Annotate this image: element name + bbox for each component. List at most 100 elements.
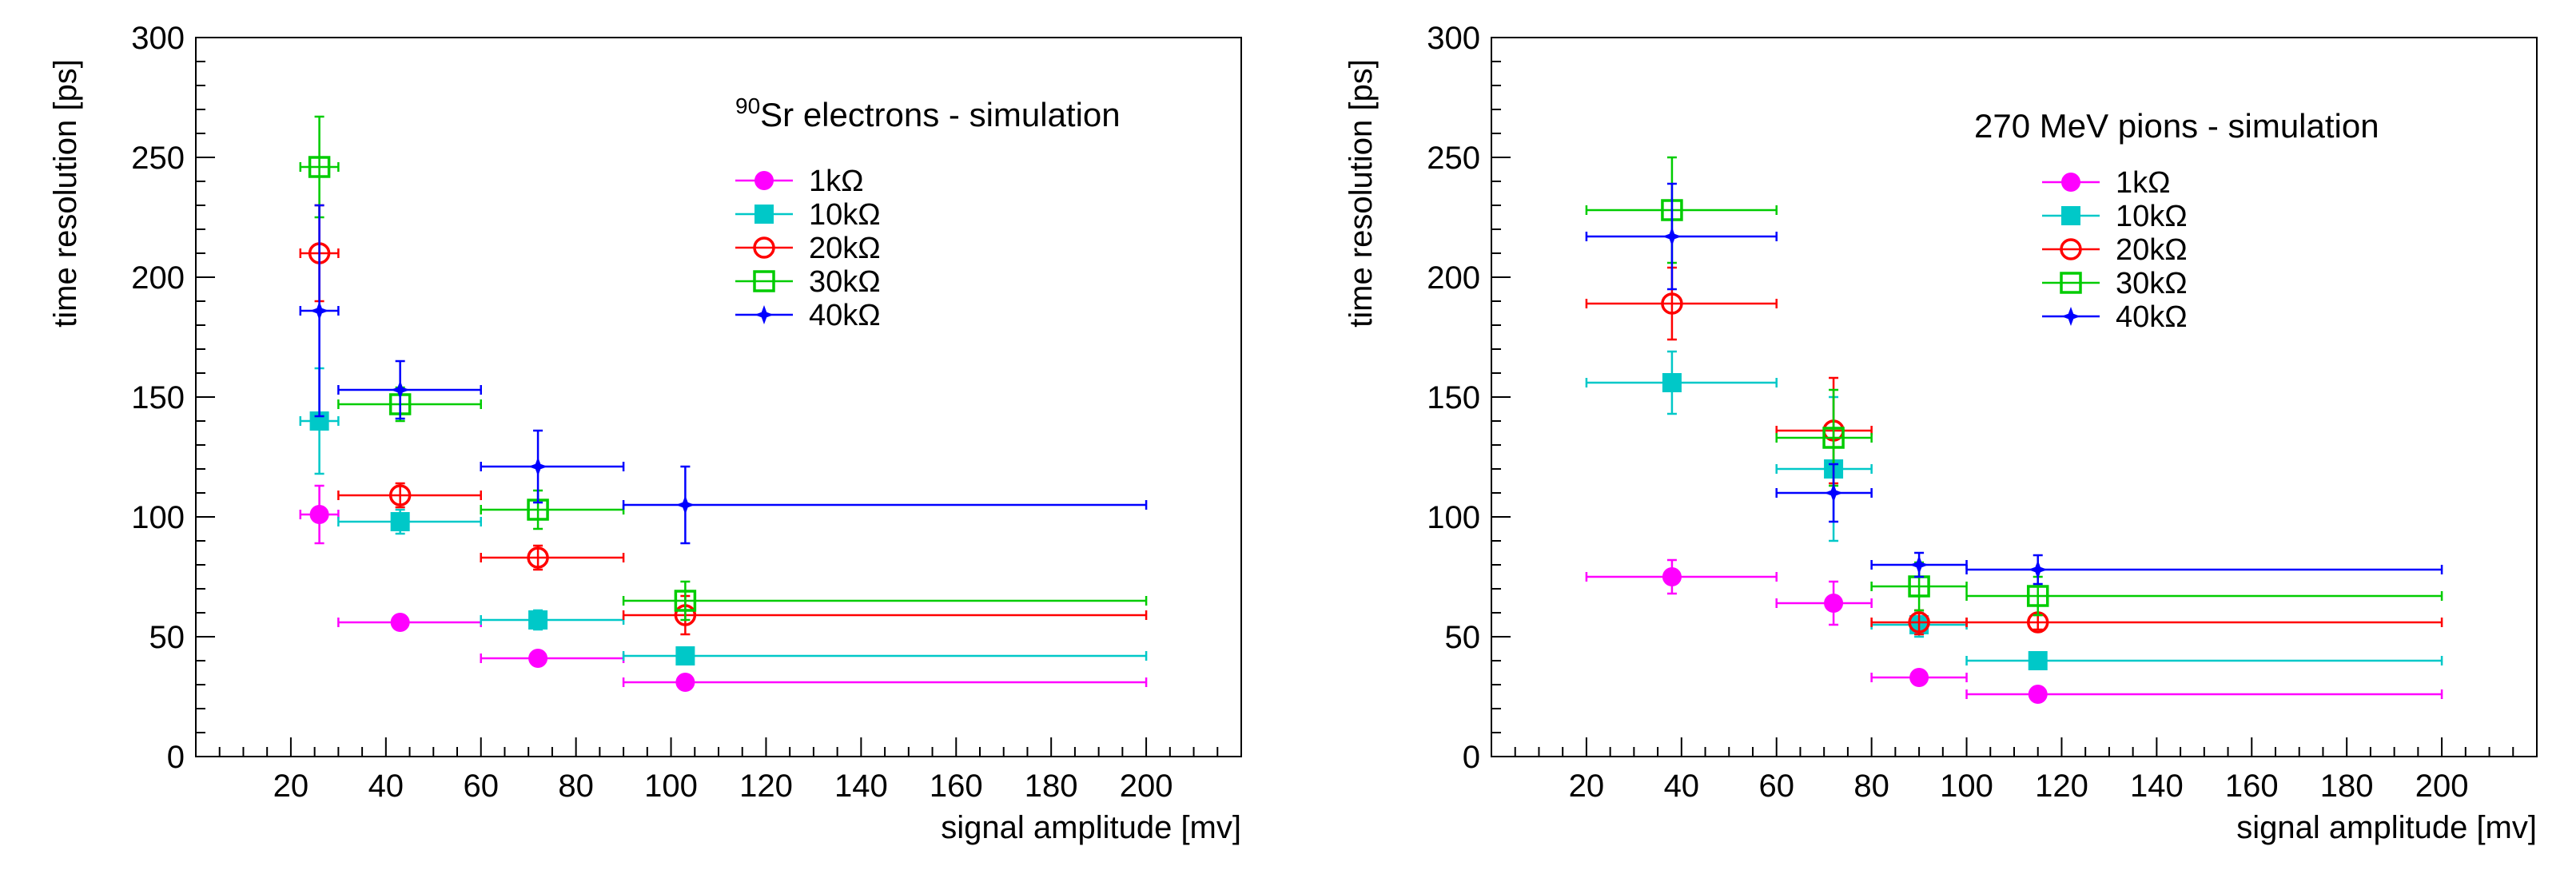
data-point (675, 673, 695, 692)
data-point (528, 610, 548, 630)
chart-2-series-5 (1585, 182, 2443, 586)
chart-2-y-tick-label: 150 (1427, 380, 1480, 415)
data-point (1822, 427, 1845, 449)
chart-1-y-tick-label: 50 (149, 620, 185, 655)
chart-1-x-tick-label: 60 (463, 769, 499, 804)
data-point (309, 505, 329, 524)
chart-2-x-tick-label: 40 (1664, 769, 1700, 804)
chart-2-x-tick-label: 80 (1853, 769, 1889, 804)
chart-2-series-3 (1585, 266, 2443, 636)
data-point (675, 646, 695, 665)
legend-label: 20kΩ (809, 232, 881, 265)
data-point (1908, 611, 1930, 634)
data-point (1662, 227, 1682, 246)
chart-2-series-1 (1585, 558, 2443, 704)
data-point (308, 156, 331, 178)
legend-label: 40kΩ (809, 299, 881, 332)
data-point (528, 457, 548, 476)
chart-1-series-1 (299, 484, 1148, 692)
chart-2-x-tick-label: 160 (2225, 769, 2279, 804)
chart-2-x-tick-label: 100 (1940, 769, 1993, 804)
chart-2: 20 40 60 80 100 120 140 160 180 200 0 50 100 150 200 25… (1344, 21, 2538, 845)
chart-1: 20 40 60 80 100 120 140 160 180 200 0 50 100 150 200 25… (48, 21, 1242, 845)
chart-2-x-tick-label: 20 (1569, 769, 1605, 804)
legend-label: 10kΩ (809, 198, 881, 232)
data-point (1909, 668, 1929, 687)
data-point (527, 546, 549, 569)
legend-marker (2060, 272, 2082, 294)
chart-1-x-tick-label: 40 (368, 769, 404, 804)
chart-1-x-tick-label: 160 (930, 769, 983, 804)
chart-1-y-axis-title: time resolution [ps] (48, 59, 83, 328)
chart-1-y-tick-label: 250 (131, 141, 185, 176)
chart-2-y-tick-label: 200 (1427, 260, 1480, 296)
chart-1-x-tick-label: 80 (558, 769, 594, 804)
chart-2-y-tick-label: 100 (1427, 500, 1480, 535)
chart-2-x-tick-label: 140 (2130, 769, 2184, 804)
legend-label: 1kΩ (2116, 166, 2171, 200)
chart-1-y-tick-label: 100 (131, 500, 185, 535)
chart-1-x-axis-title: signal amplitude [mv] (941, 810, 1241, 845)
legend-marker (2061, 307, 2080, 326)
chart-2-x-tick-label: 60 (1758, 769, 1794, 804)
chart-1-annotation: 90Sr electrons - simulation (735, 93, 1121, 133)
data-point (1824, 594, 1844, 613)
legend-marker (2060, 238, 2082, 260)
chart-2-x-axis-title: signal amplitude [mv] (2236, 810, 2537, 845)
chart-2-x-tick-label: 120 (2035, 769, 2088, 804)
data-point (2026, 585, 2049, 607)
data-point (528, 649, 548, 668)
chart-2-y-tick-label: 50 (1445, 620, 1481, 655)
legend-marker (753, 270, 775, 292)
legend-label: 10kΩ (2116, 200, 2188, 233)
chart-1-plot-frame (195, 37, 1242, 757)
data-point (1661, 292, 1683, 315)
chart-1-x-tick-label: 200 (1120, 769, 1173, 804)
data-point (1824, 483, 1844, 503)
legend-marker (2061, 206, 2080, 225)
chart-2-y-tick-label: 300 (1427, 21, 1480, 56)
legend-marker (754, 171, 774, 190)
legend-marker (2061, 173, 2080, 192)
legend-label: 20kΩ (2116, 233, 2188, 267)
legend-label: 40kΩ (2116, 300, 2188, 334)
data-point (2028, 560, 2048, 579)
data-point (309, 301, 329, 320)
chart-2-y-tick-label: 0 (1463, 740, 1480, 775)
data-point (1909, 555, 1929, 574)
chart-2-series-4 (1585, 156, 2443, 617)
chart-1-series-3 (299, 204, 1148, 636)
chart-1-x-tick-label: 140 (834, 769, 888, 804)
chart-1-x-tick-label: 20 (273, 769, 309, 804)
chart-1-annotation-superscript: 90 (735, 93, 760, 118)
legend-marker (754, 305, 774, 324)
chart-1-y-tick-label: 150 (131, 380, 185, 415)
chart-1-series-5 (299, 204, 1148, 545)
data-point (390, 512, 410, 531)
data-point (390, 613, 410, 632)
legend-marker (754, 205, 774, 224)
chart-2-x-tick-label: 180 (2320, 769, 2374, 804)
chart-1-x-tick-label: 100 (644, 769, 698, 804)
data-point (388, 484, 412, 507)
chart-1-y-tick-label: 300 (131, 21, 185, 56)
data-point (1662, 373, 1682, 392)
chart-1-annotation-body: Sr electrons - simulation (760, 96, 1121, 133)
chart-1-series-4 (299, 115, 1148, 622)
chart-2-x-tick-label: 200 (2415, 769, 2469, 804)
data-point (674, 590, 697, 612)
data-point (2028, 685, 2048, 704)
data-point (675, 495, 695, 514)
chart-1-x-tick-label: 180 (1025, 769, 1078, 804)
legend-label: 30kΩ (809, 265, 881, 299)
chart-2-y-tick-label: 250 (1427, 141, 1480, 176)
chart-2-plot-frame (1491, 37, 2538, 757)
data-point (2028, 651, 2048, 670)
chart-1-y-tick-label: 200 (131, 260, 185, 296)
legend-label: 30kΩ (2116, 267, 2188, 300)
data-point (1662, 567, 1682, 586)
chart-1-y-tick-label: 0 (167, 740, 185, 775)
